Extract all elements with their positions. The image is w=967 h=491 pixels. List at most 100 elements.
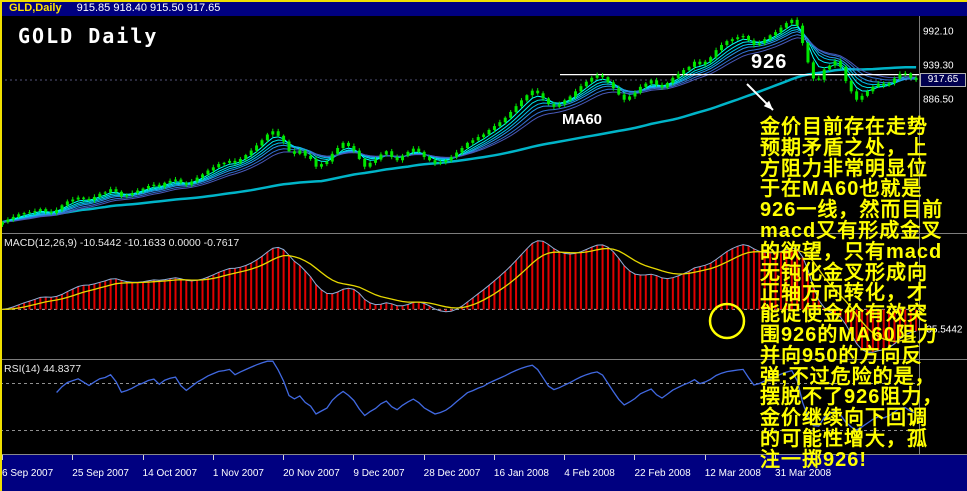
candle [201, 174, 205, 178]
candle [828, 65, 832, 70]
candle [817, 78, 821, 80]
macd-svg [0, 240, 919, 353]
candle [325, 161, 329, 165]
candle [687, 66, 691, 71]
candle [303, 150, 307, 156]
candle [260, 140, 264, 146]
time-axis-label: 31 Mar 2008 [775, 468, 832, 479]
candle [503, 117, 507, 123]
candle [249, 150, 253, 156]
candle [179, 179, 183, 183]
candle [768, 35, 772, 40]
candle [574, 91, 578, 97]
time-axis-tick [353, 455, 355, 460]
candle [898, 73, 902, 79]
rsi-line [56, 360, 917, 431]
candle [784, 23, 788, 28]
candle [682, 70, 686, 74]
titlebar-ohlc-readout: 915.85 918.40 915.50 917.65 [76, 2, 221, 14]
candle [476, 137, 480, 141]
candle [525, 95, 529, 101]
candle [38, 209, 42, 212]
macd-axis-label: -35.5442 [923, 324, 963, 336]
candle [833, 61, 837, 66]
candle [709, 57, 713, 62]
candle [871, 86, 875, 92]
candle [411, 148, 415, 152]
candle [190, 181, 194, 185]
time-axis-tick [493, 455, 495, 460]
candle [811, 62, 815, 79]
candle [49, 211, 53, 214]
candle [876, 83, 880, 87]
candle [136, 190, 140, 194]
candle [795, 19, 799, 26]
time-axis-label: 14 Oct 2007 [142, 468, 198, 479]
macd-signal-line [2, 247, 917, 343]
candle [703, 61, 707, 65]
candle [606, 77, 610, 83]
candle [590, 77, 594, 82]
candle [217, 164, 221, 168]
candle [379, 154, 383, 160]
candle [211, 167, 215, 171]
time-axis-label: 1 Nov 2007 [212, 468, 264, 479]
candle [779, 27, 783, 33]
candle [611, 82, 615, 89]
time-axis-label: 4 Feb 2008 [564, 468, 615, 479]
candle [255, 145, 259, 151]
candle [206, 170, 210, 175]
price-chart-panel[interactable] [0, 16, 919, 233]
candle [887, 82, 891, 86]
candle [714, 50, 718, 58]
candle [271, 131, 275, 135]
candle [363, 158, 367, 167]
candle [222, 162, 226, 165]
candle [330, 153, 334, 162]
candle [660, 84, 664, 88]
candle [546, 98, 550, 105]
time-axis-label: 28 Dec 2007 [423, 468, 481, 479]
annotation-line: 能促使金价有效突 [760, 303, 928, 326]
candle [163, 182, 167, 187]
candle [173, 179, 177, 181]
candle [449, 157, 453, 161]
candle [865, 91, 869, 96]
annotation-line: 正轴方向转化，才 [760, 282, 928, 305]
candle [98, 193, 102, 197]
rsi-panel[interactable] [0, 360, 919, 454]
candle [628, 96, 632, 100]
window-border-left [0, 0, 2, 491]
candle [374, 159, 378, 163]
candle [671, 77, 675, 83]
candle [384, 151, 388, 155]
candle [92, 196, 96, 201]
time-axis-tick [775, 455, 777, 460]
candle [146, 185, 150, 189]
candle [125, 195, 129, 197]
candle [314, 158, 318, 167]
candle [487, 129, 491, 135]
level-926-label: 926 [751, 51, 788, 73]
candle [541, 93, 545, 99]
candle [22, 213, 26, 215]
candle [790, 19, 794, 24]
candle [428, 157, 432, 161]
candle [725, 41, 729, 45]
candle [530, 90, 534, 96]
panel-separator [0, 233, 967, 234]
candle [465, 142, 469, 149]
candle [692, 61, 696, 67]
annotation-line: 的可能性增大，孤 [760, 427, 928, 450]
candle [309, 155, 313, 159]
candle [471, 140, 475, 143]
candle [633, 92, 637, 97]
candle [406, 151, 410, 156]
macd-indicator-label: MACD(12,26,9) -10.5442 -10.1633 0.0000 -… [4, 237, 240, 249]
candle [622, 94, 626, 100]
annotation-line: 金价目前存在走势 [760, 116, 928, 138]
candle [492, 126, 496, 130]
candle [638, 86, 642, 93]
macd-panel[interactable] [0, 234, 919, 359]
